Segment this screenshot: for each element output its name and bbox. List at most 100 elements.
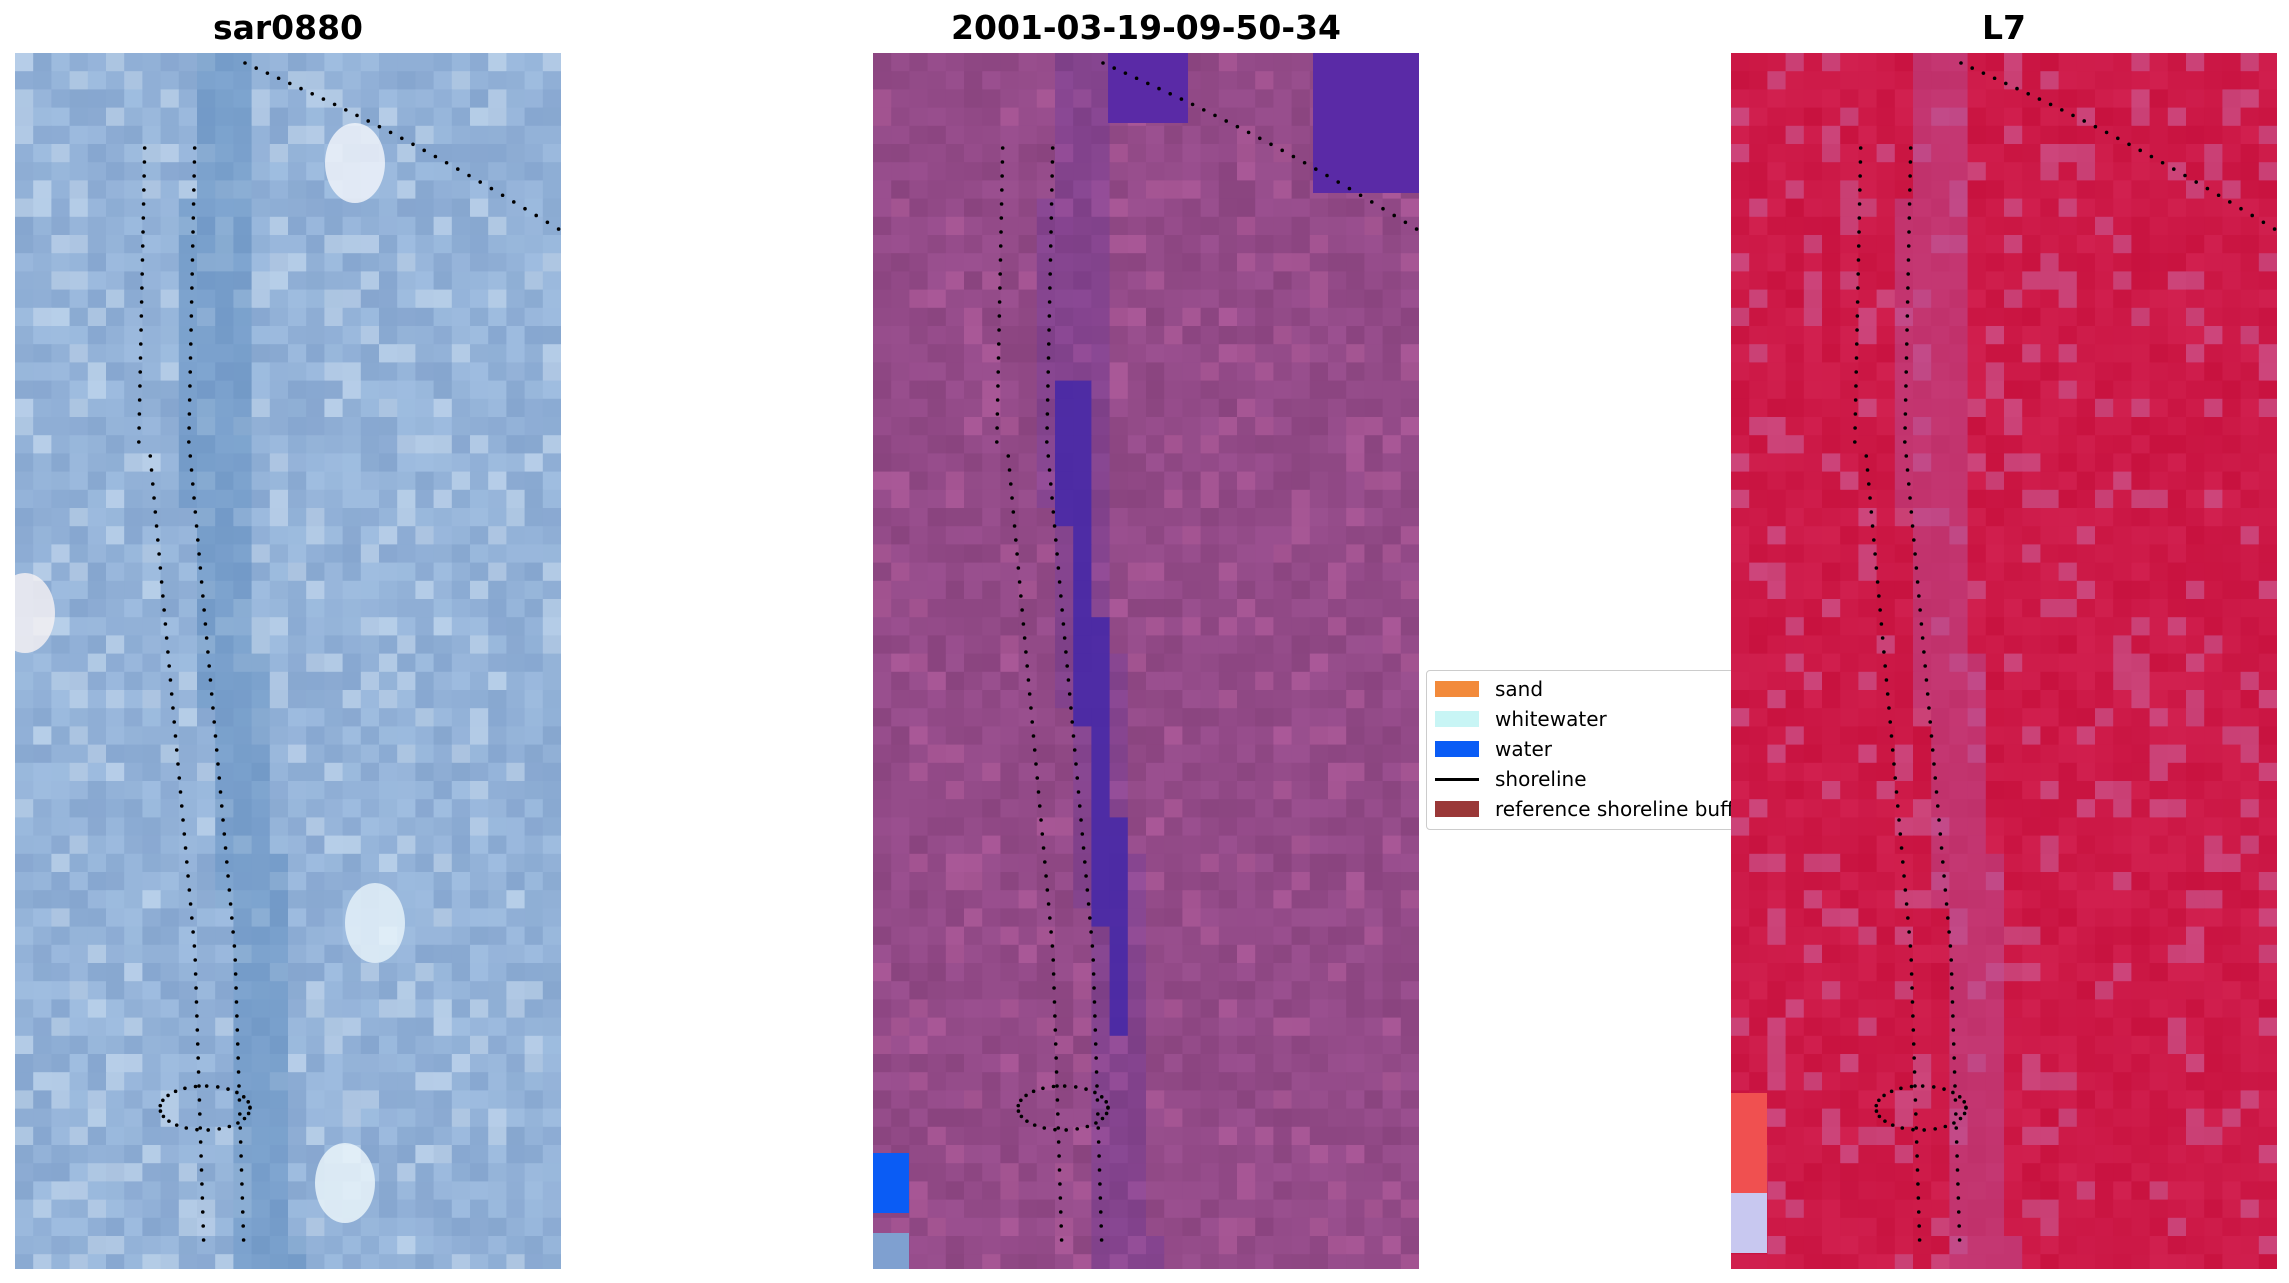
image-pixel (506, 235, 526, 254)
image-pixel (1237, 1054, 1256, 1073)
image-pixel (927, 599, 947, 618)
image-pixel (342, 526, 362, 545)
image-pixel (470, 253, 489, 272)
image-pixel (873, 817, 892, 837)
image-pixel (1182, 635, 1202, 655)
image-pixel (1146, 890, 1165, 909)
image-pixel (1400, 1108, 1419, 1128)
image-pixel (1400, 1199, 1419, 1219)
image-pixel (360, 580, 380, 600)
image-pixel (233, 253, 253, 272)
image-pixel (306, 489, 325, 509)
image-pixel (324, 944, 344, 964)
image-pixel (1109, 799, 1129, 818)
image-pixel (470, 544, 489, 564)
image-pixel (470, 398, 489, 418)
image-pixel (1182, 326, 1202, 345)
shoreline-dot (1079, 818, 1083, 822)
image-pixel (1364, 671, 1384, 691)
image-pixel (415, 180, 435, 200)
image-pixel (306, 1254, 325, 1269)
shoreline-dot (1414, 227, 1419, 231)
image-pixel (1273, 489, 1293, 509)
image-pixel (542, 671, 561, 691)
image-pixel (33, 216, 52, 236)
image-pixel (1091, 253, 1111, 272)
image-pixel (178, 1108, 198, 1128)
image-pixel (288, 1181, 307, 1201)
image-pixel (1400, 635, 1419, 655)
shoreline-dot (1099, 1238, 1104, 1242)
image-pixel (251, 380, 271, 400)
image-pixel (1109, 1054, 1129, 1073)
image-pixel (15, 1126, 34, 1146)
image-pixel (982, 471, 1001, 491)
image-pixel (124, 1181, 143, 1201)
image-pixel (251, 107, 271, 127)
image-pixel (1218, 708, 1238, 727)
image-pixel (233, 708, 253, 727)
image-pixel (178, 471, 198, 491)
image-pixel (106, 617, 125, 636)
image-pixel (891, 853, 910, 873)
image-pixel (1000, 617, 1020, 636)
shoreline-dot (1096, 1112, 1100, 1116)
image-pixel (178, 398, 198, 418)
image-pixel (33, 107, 52, 127)
image-pixel (51, 471, 71, 491)
image-pixel (1309, 963, 1329, 982)
image-pixel (306, 981, 325, 1000)
image-pixel (269, 144, 289, 163)
image-pixel (1182, 944, 1202, 964)
image-pixel (215, 71, 234, 90)
image-pixel (1146, 1236, 1165, 1255)
image-pixel (215, 981, 234, 1000)
shoreline-dot (137, 398, 142, 402)
image-pixel (233, 1054, 253, 1073)
image-pixel (1091, 944, 1111, 964)
image-pixel (269, 380, 289, 400)
image-pixel (964, 489, 983, 509)
image-pixel (542, 580, 561, 600)
shoreline-dot (1036, 790, 1041, 794)
image-pixel (233, 1163, 253, 1182)
image-pixel (415, 417, 435, 436)
image-pixel (1164, 362, 1183, 382)
image-pixel (1018, 599, 1038, 618)
shoreline-dot (1040, 832, 1045, 836)
image-pixel (1018, 508, 1038, 527)
image-pixel (1127, 417, 1147, 436)
image-pixel (433, 653, 453, 673)
image-pixel (909, 1181, 929, 1201)
image-pixel (542, 544, 561, 564)
image-pixel (1291, 817, 1311, 837)
image-pixel (415, 508, 435, 527)
image-pixel (360, 1017, 380, 1037)
image-pixel (51, 235, 71, 254)
image-pixel (33, 562, 52, 582)
image-pixel (1036, 1145, 1056, 1164)
image-pixel (982, 1163, 1001, 1182)
image-pixel (470, 617, 489, 636)
shoreline-dot (1015, 552, 1019, 556)
image-pixel (506, 599, 526, 618)
image-pixel (124, 617, 143, 636)
image-pixel (69, 926, 89, 946)
image-pixel (106, 562, 125, 582)
image-pixel (1273, 799, 1293, 818)
image-pixel (33, 198, 52, 218)
image-pixel (87, 944, 107, 964)
image-pixel (1218, 362, 1238, 382)
image-pixel (873, 471, 892, 491)
image-pixel (142, 1035, 162, 1055)
image-pixel (1346, 744, 1365, 764)
shoreline-dot (1057, 580, 1062, 584)
shoreline-dot (1093, 1014, 1097, 1018)
image-pixel (215, 653, 234, 673)
image-pixel (1200, 508, 1220, 527)
image-pixel (451, 344, 471, 363)
image-pixel (324, 307, 344, 327)
image-pixel (379, 344, 398, 363)
image-pixel (379, 216, 398, 236)
image-pixel (69, 235, 89, 254)
